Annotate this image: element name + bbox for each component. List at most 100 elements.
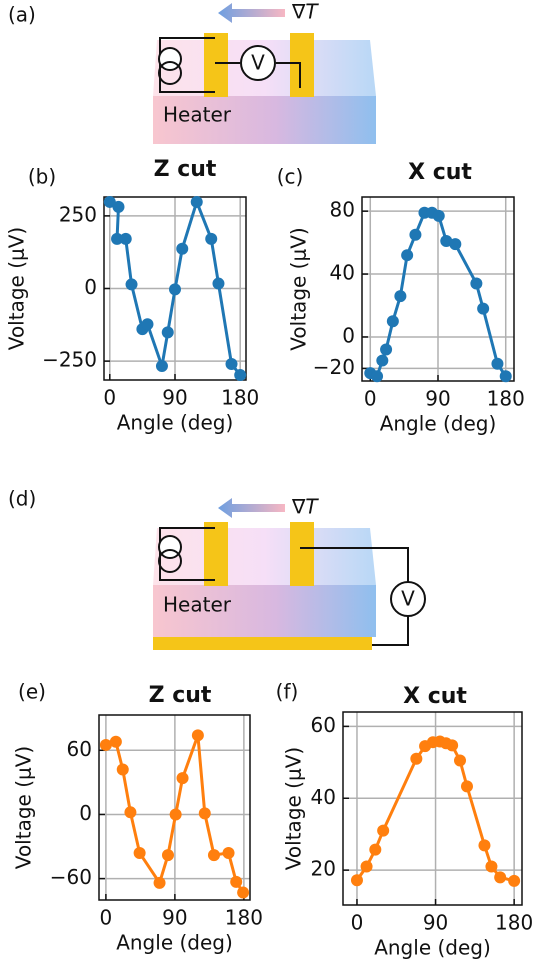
- data-point: [141, 318, 153, 330]
- x-tick-label: 0: [364, 387, 377, 411]
- sample-top: [153, 528, 376, 585]
- data-point: [199, 807, 211, 819]
- meter-label: V: [401, 587, 415, 611]
- panel-label: (c): [277, 165, 304, 189]
- data-point: [461, 780, 473, 792]
- data-point: [226, 358, 238, 370]
- data-point: [409, 229, 421, 241]
- data-point: [230, 876, 242, 888]
- data-point: [377, 825, 389, 837]
- y-tick-label: 0: [342, 323, 355, 347]
- data-point: [124, 806, 136, 818]
- y-tick-label: −20: [313, 355, 355, 379]
- panel-label: (a): [8, 3, 36, 27]
- data-point: [508, 875, 520, 887]
- data-point: [380, 344, 392, 356]
- x-tick-label: 90: [162, 906, 187, 930]
- y-tick-label: −250: [42, 348, 97, 372]
- data-point: [449, 238, 461, 250]
- data-point: [454, 755, 466, 767]
- data-point: [191, 196, 203, 208]
- y-tick-label: 0: [84, 275, 97, 299]
- data-point: [485, 861, 497, 873]
- data-point: [361, 861, 373, 873]
- x-axis-label: Angle (deg): [380, 412, 497, 436]
- data-point: [162, 849, 174, 861]
- chart: (f)X cutVoltage (μV)Angle (deg)090180204…: [276, 680, 534, 960]
- data-point: [126, 278, 138, 290]
- data-point: [478, 839, 490, 851]
- gradient-arrow: [218, 498, 285, 518]
- x-axis-label: Angle (deg): [116, 931, 233, 955]
- data-point: [134, 847, 146, 859]
- panel-label: (e): [18, 680, 46, 704]
- y-tick-label: −60: [50, 865, 92, 889]
- y-axis-label: Voltage (μV): [12, 746, 36, 869]
- chart-title: Z cut: [149, 683, 212, 708]
- data-point: [156, 360, 168, 372]
- data-point: [369, 844, 381, 856]
- data-point: [376, 355, 388, 367]
- figure: (a) ∇T Heater V (d) ∇T Heater V (b)Z cut…: [0, 0, 553, 971]
- y-axis-label: Voltage (μV): [287, 227, 311, 350]
- electrode: [290, 33, 314, 97]
- y-axis-label: Voltage (μV): [5, 227, 29, 350]
- data-point: [177, 772, 189, 784]
- data-point: [176, 243, 188, 255]
- gradient-arrow: [218, 3, 285, 23]
- current-source: [159, 48, 181, 70]
- heater-label: Heater: [163, 103, 232, 127]
- data-point: [205, 233, 217, 245]
- x-tick-label: 180: [495, 911, 533, 935]
- y-tick-label: 40: [330, 261, 355, 285]
- y-tick-label: 20: [311, 857, 336, 881]
- data-point: [170, 808, 182, 820]
- data-point: [112, 201, 124, 213]
- data-point: [401, 249, 413, 261]
- data-point: [494, 871, 506, 883]
- data-point: [208, 849, 220, 861]
- x-tick-label: 0: [103, 386, 116, 410]
- data-point: [120, 233, 132, 245]
- x-axis-label: Angle (deg): [374, 936, 491, 960]
- data-point: [371, 370, 383, 382]
- diagram-d: (d) ∇T Heater V: [8, 487, 425, 651]
- gradient-label: ∇T: [291, 495, 319, 519]
- data-point: [387, 315, 399, 327]
- chart-title: X cut: [403, 684, 467, 709]
- x-tick-label: 90: [423, 911, 448, 935]
- y-tick-label: 80: [330, 198, 355, 222]
- x-tick-label: 0: [100, 906, 113, 930]
- data-point: [212, 278, 224, 290]
- y-tick-label: 60: [67, 737, 92, 761]
- data-point: [237, 887, 249, 899]
- data-point: [162, 326, 174, 338]
- x-tick-label: 180: [487, 387, 525, 411]
- data-point: [477, 303, 489, 315]
- x-axis-label: Angle (deg): [117, 411, 234, 435]
- data-point: [491, 358, 503, 370]
- current-source: [159, 536, 181, 558]
- data-point: [169, 283, 181, 295]
- y-tick-label: 40: [311, 785, 336, 809]
- data-point: [117, 764, 129, 776]
- data-point: [223, 847, 235, 859]
- gradient-label: ∇T: [291, 0, 319, 24]
- electrode: [204, 33, 228, 97]
- data-point: [433, 210, 445, 222]
- data-point: [410, 753, 422, 765]
- chart-title: Z cut: [154, 157, 217, 182]
- chart-title: X cut: [408, 160, 472, 185]
- data-point: [500, 370, 512, 382]
- data-point: [234, 369, 246, 381]
- data-point: [192, 729, 204, 741]
- data-point: [154, 877, 166, 889]
- data-point: [351, 874, 363, 886]
- diagram-a: (a) ∇T Heater V: [8, 0, 376, 144]
- bottom-electrode: [153, 637, 372, 650]
- electrode: [290, 522, 314, 586]
- x-tick-label: 180: [221, 386, 259, 410]
